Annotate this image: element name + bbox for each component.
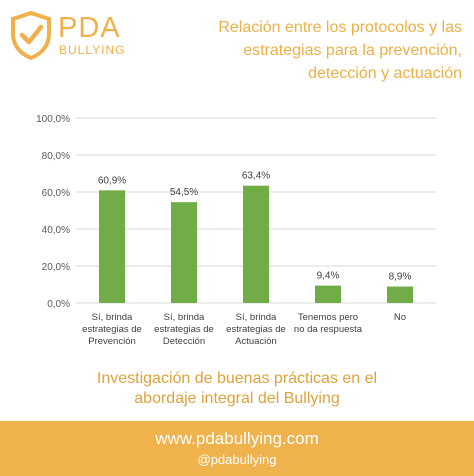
y-tick-label: 80,0%: [42, 151, 70, 162]
x-tick-label: Tenemos pero no da respuesta: [294, 312, 363, 335]
chart-caption: Investigación de buenas prácticas en el …: [0, 369, 474, 409]
data-label: 54,5%: [170, 187, 198, 198]
x-tick-label: Sí, brinda estrategias de Prevención: [82, 312, 142, 347]
footer-banner: www.pdabullying.com @pdabullying: [0, 421, 474, 476]
shield-check-icon: [11, 10, 51, 60]
bar: [315, 285, 341, 303]
page-title: Relación entre los protocolos y las estr…: [162, 16, 462, 85]
x-tick-label: Sí, brinda estrategias de Actuación: [226, 312, 286, 347]
bar-chart: 0,0% 20,0% 40,0% 60,0% 80,0% 100,0% 60,9% Sí, b…: [36, 114, 436, 347]
bar: [171, 202, 197, 303]
logo-text-pda: PDA: [58, 12, 121, 44]
logo-text-bullying: BULLYING: [59, 43, 126, 57]
bar: [243, 185, 269, 303]
title-line: Relación entre los protocolos y las: [218, 19, 462, 36]
data-label: 9,4%: [317, 271, 340, 282]
title-line: detección y actuación: [308, 65, 462, 82]
y-tick-label: 100,0%: [36, 114, 70, 125]
logo: PDA BULLYING: [8, 8, 124, 60]
data-label: 8,9%: [389, 272, 412, 283]
caption-line: abordaje integral del Bullying: [134, 390, 340, 407]
x-tick-label: Sí, brinda estrategias de Detección: [154, 312, 214, 347]
y-tick-label: 60,0%: [42, 188, 70, 199]
data-label: 60,9%: [98, 175, 126, 186]
y-tick-label: 0,0%: [47, 299, 70, 310]
bar: [99, 190, 125, 303]
y-tick-label: 20,0%: [42, 262, 70, 273]
title-line: estrategias para la prevención,: [243, 42, 462, 59]
y-tick-label: 40,0%: [42, 225, 70, 236]
social-handle: @pdabullying: [197, 452, 277, 467]
x-tick-label: No: [394, 312, 406, 323]
bar: [387, 286, 413, 303]
data-label: 63,4%: [242, 171, 270, 182]
caption-line: Investigación de buenas prácticas en el: [96, 370, 378, 387]
website-link[interactable]: www.pdabullying.com: [155, 429, 319, 448]
